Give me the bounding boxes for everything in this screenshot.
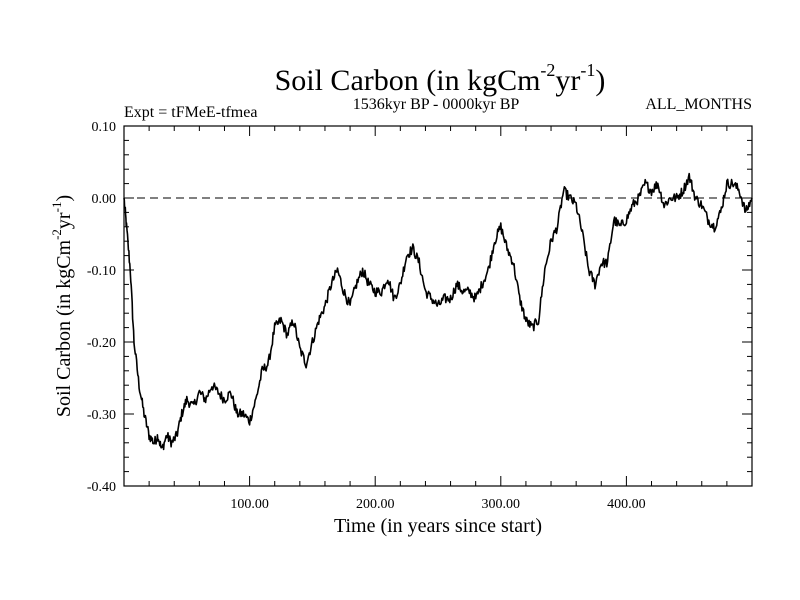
x-tick-label: 100.00 (230, 497, 269, 512)
plot-frame (123, 125, 753, 487)
x-axis-label: Time (in years since start) (334, 515, 542, 537)
x-tick-label: 200.00 (356, 497, 395, 512)
y-tick-label: -0.30 (87, 408, 116, 423)
x-tick-label: 400.00 (607, 497, 646, 512)
y-tick-label: -0.10 (87, 264, 116, 279)
x-axis-ticks: 100.00 200.00 300.00 400.00 (123, 126, 753, 512)
y-tick-label: 0.10 (92, 120, 117, 135)
y-axis-label: Soil Carbon (in kgCm-2yr-1) (49, 195, 75, 417)
subtitle-experiment: Expt = tFMeE-tfmea (124, 104, 257, 121)
chart-title: Soil Carbon (in kgCm-2yr-1) (275, 60, 606, 97)
x-tick-label: 300.00 (482, 497, 521, 512)
subtitle-period: 1536kyr BP - 0000kyr BP (353, 96, 520, 113)
y-tick-label: -0.20 (87, 336, 116, 351)
soil-carbon-series-line (123, 172, 753, 451)
y-tick-label: 0.00 (92, 192, 117, 207)
y-axis-ticks: -0.40 -0.30 -0.20 -0.10 0.00 0.10 (87, 120, 752, 495)
y-tick-label: -0.40 (87, 480, 116, 495)
subtitle-months: ALL_MONTHS (645, 96, 752, 113)
